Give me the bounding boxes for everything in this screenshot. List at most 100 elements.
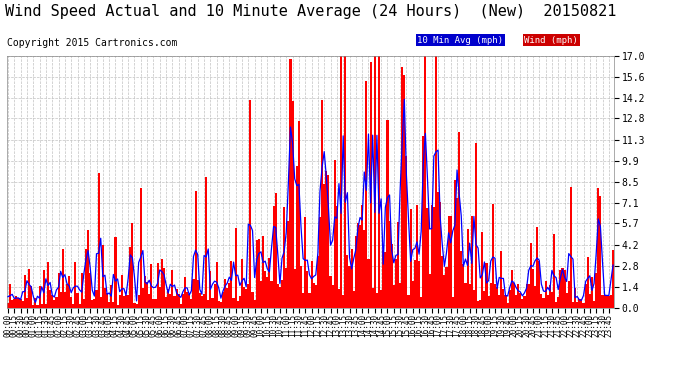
Bar [135, 304, 137, 307]
Bar [110, 285, 112, 308]
Bar [374, 56, 376, 308]
Bar [91, 300, 93, 307]
Text: Wind (mph): Wind (mph) [524, 36, 578, 45]
Bar [264, 271, 266, 308]
Bar [357, 223, 359, 308]
Bar [526, 284, 528, 308]
Bar [477, 301, 479, 307]
Bar [589, 294, 591, 308]
Bar [281, 280, 283, 308]
Bar [287, 221, 289, 308]
Bar [7, 303, 9, 307]
Bar [536, 227, 538, 308]
Bar [34, 298, 37, 307]
Bar [218, 300, 220, 307]
Bar [466, 229, 469, 308]
Bar [277, 284, 279, 308]
Bar [106, 292, 108, 308]
Bar [448, 216, 450, 308]
Bar [239, 296, 241, 307]
Bar [201, 296, 203, 307]
Bar [327, 175, 330, 308]
Bar [19, 299, 21, 307]
Bar [365, 81, 367, 308]
Bar [148, 294, 150, 307]
Bar [260, 281, 262, 308]
Bar [509, 290, 511, 308]
Bar [336, 206, 338, 308]
Bar [376, 293, 378, 308]
Bar [443, 275, 446, 308]
Bar [133, 303, 135, 307]
Bar [566, 293, 568, 308]
Bar [21, 302, 23, 307]
Bar [302, 293, 304, 308]
Bar [222, 292, 224, 308]
Bar [108, 302, 110, 307]
Bar [595, 273, 598, 308]
Bar [433, 207, 435, 308]
Bar [492, 204, 494, 308]
Bar [188, 294, 190, 307]
Bar [338, 289, 340, 308]
Bar [446, 267, 448, 308]
Bar [420, 297, 422, 307]
Bar [490, 284, 492, 308]
Bar [606, 296, 608, 307]
Bar [228, 283, 230, 308]
Bar [502, 290, 504, 308]
Bar [289, 59, 292, 308]
Bar [83, 299, 85, 307]
Bar [247, 284, 249, 308]
Bar [494, 284, 496, 308]
Bar [251, 292, 254, 308]
Bar [125, 295, 127, 307]
Bar [473, 290, 475, 308]
Bar [39, 286, 41, 308]
Bar [549, 285, 551, 308]
Bar [243, 287, 245, 308]
Bar [140, 188, 142, 308]
Bar [68, 276, 70, 308]
Bar [348, 266, 351, 308]
Bar [351, 249, 353, 308]
Bar [562, 268, 564, 308]
Bar [245, 289, 247, 308]
Bar [378, 56, 380, 308]
Bar [578, 298, 580, 307]
Bar [608, 296, 610, 307]
Bar [500, 251, 502, 308]
Bar [279, 287, 281, 308]
Bar [308, 292, 310, 308]
Bar [435, 56, 437, 308]
Bar [372, 288, 374, 308]
Bar [241, 259, 243, 308]
Bar [582, 303, 584, 307]
Bar [317, 256, 319, 307]
Bar [602, 295, 604, 307]
Bar [262, 236, 264, 308]
Bar [28, 269, 30, 308]
Bar [104, 288, 106, 308]
Bar [454, 180, 456, 308]
Bar [441, 256, 443, 307]
Bar [123, 296, 125, 307]
Bar [546, 295, 549, 307]
Bar [285, 268, 287, 308]
Bar [391, 244, 393, 308]
Bar [431, 205, 433, 308]
Bar [576, 302, 578, 307]
Bar [319, 217, 321, 308]
Bar [462, 264, 464, 308]
Bar [169, 294, 171, 307]
Bar [205, 177, 207, 308]
Bar [558, 297, 560, 307]
Bar [580, 298, 582, 307]
Bar [275, 193, 277, 308]
Bar [524, 296, 526, 307]
Bar [568, 281, 570, 308]
Bar [283, 207, 285, 308]
Bar [456, 198, 458, 308]
Bar [209, 271, 211, 308]
Bar [386, 120, 388, 308]
